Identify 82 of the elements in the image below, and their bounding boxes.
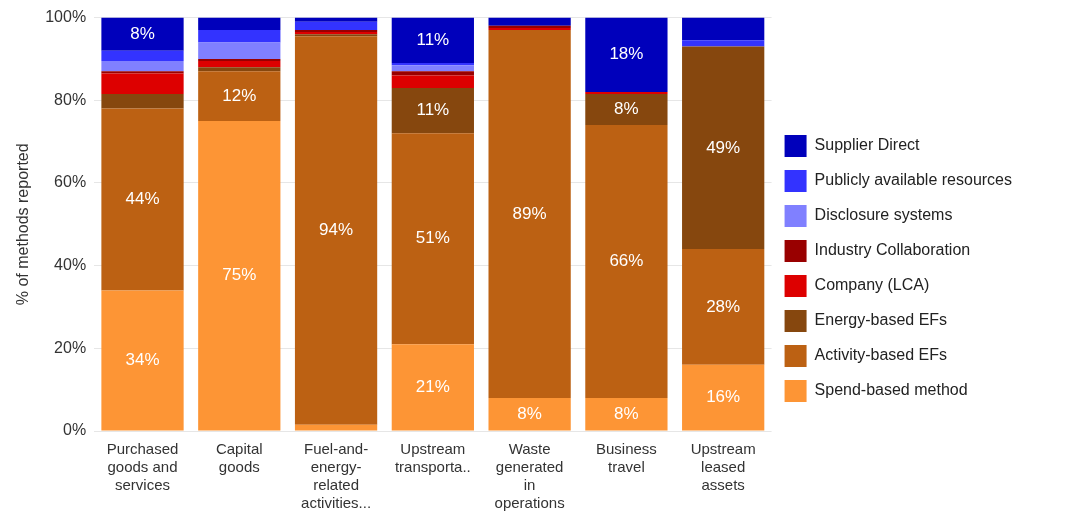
data-label: 21% <box>415 377 450 397</box>
legend-label: Supplier Direct <box>814 136 921 154</box>
data-label: 44% <box>125 189 160 209</box>
bar <box>391 63 474 66</box>
y-tick-label: 60% <box>54 173 87 191</box>
bar <box>585 397 668 431</box>
data-label: 89% <box>512 203 547 223</box>
bar <box>101 94 184 109</box>
data-label: 8% <box>130 23 155 43</box>
bar <box>101 61 184 72</box>
x-tick-label: Upstream leased assets <box>690 440 756 494</box>
bar <box>585 125 668 398</box>
bar <box>488 397 571 431</box>
bar <box>391 71 474 76</box>
data-label: 18% <box>609 44 644 64</box>
y-axis-title: % of methods reported <box>14 143 32 306</box>
y-tick-label: 80% <box>54 90 87 108</box>
bar <box>391 17 474 64</box>
bar <box>198 17 281 30</box>
legend-label: Industry Collaboration <box>814 241 971 259</box>
bar <box>391 87 474 134</box>
bar <box>391 344 474 431</box>
legend-label: Disclosure systems <box>814 206 953 224</box>
bar <box>682 249 765 365</box>
data-label: 11% <box>416 30 450 50</box>
x-tick-label: Purchased goods and services <box>106 440 179 494</box>
legend-label: Publicly available resources <box>814 171 1013 189</box>
data-label: 16% <box>706 387 741 407</box>
y-tick-label: 20% <box>54 338 87 356</box>
data-label: 28% <box>706 296 741 316</box>
bar <box>294 424 378 431</box>
bar <box>198 120 281 431</box>
bar <box>294 17 378 22</box>
bar <box>585 92 668 95</box>
bar <box>198 67 281 72</box>
data-label: 34% <box>125 350 160 370</box>
y-tick-label: 40% <box>54 256 87 274</box>
data-label: 8% <box>614 99 639 119</box>
bar <box>391 133 474 345</box>
bar <box>101 290 184 431</box>
x-tick-label: Fuel-and-energy-related activities... <box>301 440 372 512</box>
bar <box>294 21 378 30</box>
data-label: 8% <box>614 403 639 423</box>
data-label: 51% <box>415 228 450 248</box>
bar <box>101 73 184 95</box>
legend-label: Company (LCA) <box>814 276 930 294</box>
y-tick-label: 100% <box>45 8 87 26</box>
bar <box>585 94 668 126</box>
x-tick-label: Capital goods <box>215 440 263 476</box>
data-label: 49% <box>706 137 741 157</box>
bar <box>101 50 184 62</box>
bar <box>294 36 378 425</box>
bar <box>682 17 765 41</box>
legend-label: Energy-based EFs <box>814 311 948 329</box>
data-label: 94% <box>319 220 354 240</box>
bar <box>488 30 571 398</box>
bar <box>585 17 668 93</box>
bar <box>101 108 184 291</box>
bar <box>198 71 281 121</box>
legend-label: Spend-based method <box>814 381 968 399</box>
x-tick-label: Upstream transporta.. <box>394 440 471 476</box>
bar <box>101 71 184 74</box>
bar <box>391 75 474 88</box>
bar <box>682 40 765 47</box>
bar <box>682 364 765 431</box>
legend-label: Activity-based EFs <box>814 346 948 364</box>
data-label: 66% <box>609 251 644 271</box>
bar <box>198 42 281 59</box>
bar <box>198 30 281 43</box>
y-tick-label: 0% <box>63 421 87 439</box>
data-label: 11% <box>416 100 450 120</box>
bar <box>391 65 474 72</box>
x-tick-label: Business travel <box>595 440 657 476</box>
bar <box>198 58 281 62</box>
data-label: 75% <box>222 265 257 285</box>
bar <box>198 61 281 68</box>
x-tick-label: Waste generated in operations <box>494 440 565 512</box>
bar <box>682 46 765 250</box>
data-label: 12% <box>222 85 257 105</box>
data-label: 8% <box>517 403 542 423</box>
bar <box>488 17 571 26</box>
bar <box>101 17 184 51</box>
